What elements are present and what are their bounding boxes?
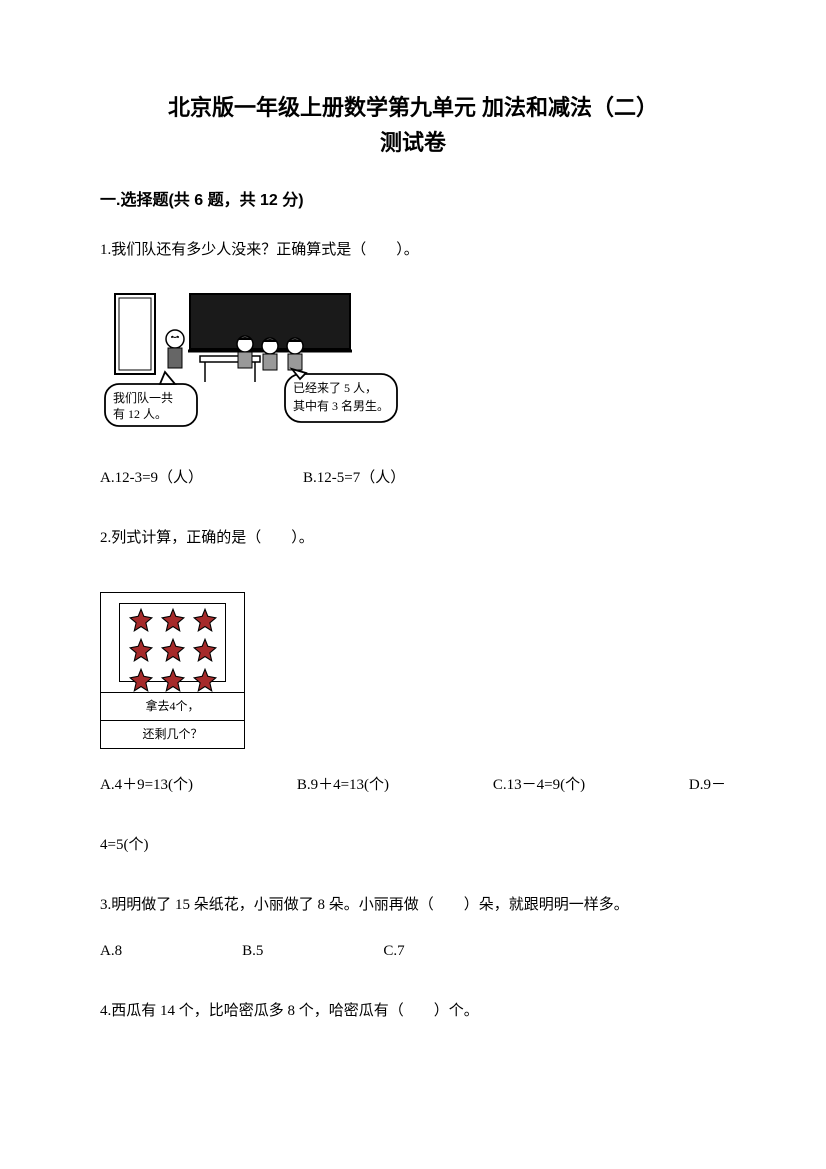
q3-option-a: A.8 <box>100 939 122 963</box>
document-title: 北京版一年级上册数学第九单元 加法和减法（二） 测试卷 <box>100 90 726 160</box>
q1-illustration: 我们队一共 有 12 人。 已经来了 5 人， 其中有 3 名男生。 <box>100 284 400 444</box>
q3-options: A.8 B.5 C.7 <box>100 939 726 963</box>
q2-option-d-part2: 4=5(个) <box>100 833 726 857</box>
q3-text: 3.明明做了 15 朵纸花，小丽做了 8 朵。小丽再做（ ）朵，就跟明明一样多。 <box>100 893 726 917</box>
q2-options: A.4＋9=13(个) B.9＋4=13(个) C.13－4=9(个) D.9－ <box>100 773 726 797</box>
q2-caption-1: 拿去4个， <box>101 693 244 721</box>
q4-text: 4.西瓜有 14 个，比哈密瓜多 8 个，哈密瓜有（ ）个。 <box>100 999 726 1023</box>
question-1: 1.我们队还有多少人没来？正确算式是（ ）。 <box>100 238 726 490</box>
q2-option-b: B.9＋4=13(个) <box>297 773 389 797</box>
q2-stars-box: 拿去4个， 还剩几个？ <box>100 592 245 749</box>
stars-grid <box>101 593 244 693</box>
q1-option-a: A.12-3=9（人） <box>100 466 203 490</box>
title-line-1: 北京版一年级上册数学第九单元 加法和减法（二） <box>100 90 726 125</box>
q3-option-b: B.5 <box>242 939 263 963</box>
star-icon <box>128 667 154 693</box>
star-icon <box>160 637 186 663</box>
q1-option-b: B.12-5=7（人） <box>303 466 405 490</box>
title-line-2: 测试卷 <box>100 125 726 160</box>
star-icon <box>192 667 218 693</box>
svg-text:我们队一共: 我们队一共 <box>113 390 173 405</box>
q3-option-c: C.7 <box>383 939 404 963</box>
star-icon <box>192 637 218 663</box>
question-4: 4.西瓜有 14 个，比哈密瓜多 8 个，哈密瓜有（ ）个。 <box>100 999 726 1023</box>
q2-text: 2.列式计算，正确的是（ ）。 <box>100 526 726 550</box>
star-icon <box>160 607 186 633</box>
classroom-svg: 我们队一共 有 12 人。 已经来了 5 人， 其中有 3 名男生。 <box>100 284 400 444</box>
q1-options: A.12-3=9（人） B.12-5=7（人） <box>100 466 726 490</box>
star-icon <box>128 607 154 633</box>
star-icon <box>192 607 218 633</box>
q2-caption-2: 还剩几个？ <box>101 721 244 748</box>
question-3: 3.明明做了 15 朵纸花，小丽做了 8 朵。小丽再做（ ）朵，就跟明明一样多。… <box>100 893 726 963</box>
svg-text:已经来了 5 人，: 已经来了 5 人， <box>293 381 377 395</box>
q2-option-d-part1: D.9－ <box>689 773 726 797</box>
q2-option-a: A.4＋9=13(个) <box>100 773 193 797</box>
svg-text:有 12 人。: 有 12 人。 <box>113 407 167 421</box>
star-icon <box>160 667 186 693</box>
q2-option-c: C.13－4=9(个) <box>493 773 585 797</box>
q1-text: 1.我们队还有多少人没来？正确算式是（ ）。 <box>100 238 726 262</box>
star-icon <box>128 637 154 663</box>
section-1-heading: 一.选择题(共 6 题，共 12 分) <box>100 188 726 214</box>
question-2: 2.列式计算，正确的是（ ）。 拿去4个， 还剩几个？ A.4＋9=1 <box>100 526 726 857</box>
svg-text:其中有 3 名男生。: 其中有 3 名男生。 <box>293 398 389 413</box>
